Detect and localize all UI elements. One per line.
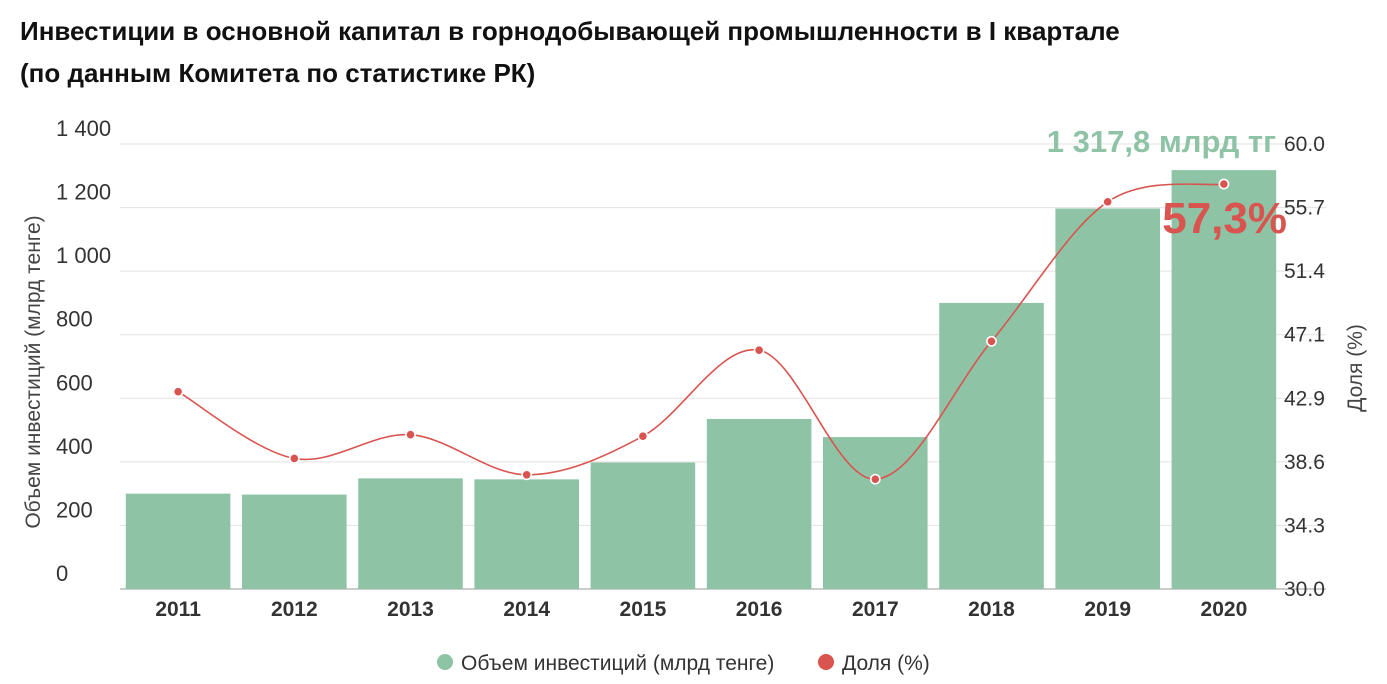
x-tick-label: 2014 <box>503 598 550 621</box>
chart-title: Инвестиции в основной капитал в горнодоб… <box>20 10 1120 94</box>
right-tick-label: 34.3 <box>1284 514 1325 537</box>
line-series <box>172 178 1230 485</box>
left-tick-label: 1 200 <box>56 180 111 205</box>
bar <box>590 462 696 589</box>
line-point <box>637 430 649 442</box>
legend-label-share: Доля (%) <box>842 652 930 675</box>
line-point <box>869 473 881 485</box>
right-axis-title: Доля (%) <box>1344 324 1367 412</box>
legend: Объем инвестиций (млрд тенге) Доля (%) <box>437 652 930 675</box>
chart-title-line1: Инвестиции в основной капитал в горнодоб… <box>20 16 1120 46</box>
right-axis-ticks: 30.0 34.3 38.6 42.9 47.1 51.4 55.7 60.0 <box>1284 133 1325 601</box>
left-tick-label: 1 400 <box>56 116 111 141</box>
right-tick-label: 42.9 <box>1284 387 1325 410</box>
left-tick-label: 200 <box>56 497 93 522</box>
bar <box>242 494 347 589</box>
left-tick-label: 800 <box>56 307 93 332</box>
line-point <box>521 469 533 481</box>
line-point <box>405 429 416 441</box>
line-point <box>753 344 765 356</box>
legend-marker-share <box>818 654 834 670</box>
bar-value-annotation: 1 317,8 млрд тг <box>1047 124 1276 159</box>
line-point <box>1218 178 1230 190</box>
x-tick-label: 2019 <box>1084 598 1131 621</box>
x-axis-ticks: 2011 2012 2013 2014 2015 2016 2017 2018 2019 2020 <box>155 598 1247 621</box>
line-point <box>172 386 184 398</box>
left-tick-label: 1 000 <box>56 243 111 268</box>
bar <box>706 418 812 589</box>
left-axis-title: Объем инвестиций (млрд тенге) <box>22 215 45 528</box>
share-line <box>177 183 1225 481</box>
chart-title-line2: (по данным Комитета по статистике РК) <box>20 58 536 88</box>
right-tick-label: 30.0 <box>1284 578 1325 601</box>
left-axis-ticks: 0 200 400 600 800 1 000 1 200 1 400 <box>56 116 111 586</box>
bar <box>1055 208 1160 589</box>
left-tick-label: 600 <box>56 370 93 395</box>
annotations: 1 317,8 млрд тг 57,3% <box>1047 124 1287 243</box>
line-point <box>288 453 300 464</box>
right-tick-label: 55.7 <box>1284 197 1325 220</box>
bar <box>1171 170 1277 589</box>
legend-label-investment: Объем инвестиций (млрд тенге) <box>461 652 774 675</box>
line-point <box>1102 196 1114 208</box>
x-tick-label: 2020 <box>1201 598 1248 621</box>
bar <box>474 479 579 589</box>
x-tick-label: 2013 <box>387 598 434 621</box>
x-tick-label: 2018 <box>968 598 1015 621</box>
bar <box>823 437 928 589</box>
x-tick-label: 2015 <box>620 598 667 621</box>
right-tick-label: 38.6 <box>1284 451 1325 474</box>
line-point <box>986 335 997 347</box>
bar-series <box>125 170 1277 589</box>
legend-marker-investment <box>437 654 453 670</box>
x-tick-label: 2016 <box>736 598 783 621</box>
left-tick-label: 0 <box>56 561 68 586</box>
right-tick-label: 47.1 <box>1284 324 1325 347</box>
bar <box>125 493 231 589</box>
right-tick-label: 51.4 <box>1284 260 1325 283</box>
x-tick-label: 2017 <box>852 598 899 621</box>
share-value-annotation: 57,3% <box>1162 194 1287 243</box>
bar <box>939 302 1044 589</box>
bar <box>358 478 463 589</box>
x-tick-label: 2011 <box>155 598 201 621</box>
right-tick-label: 60.0 <box>1284 133 1325 156</box>
left-tick-label: 400 <box>56 434 93 459</box>
x-tick-label: 2012 <box>271 598 318 621</box>
